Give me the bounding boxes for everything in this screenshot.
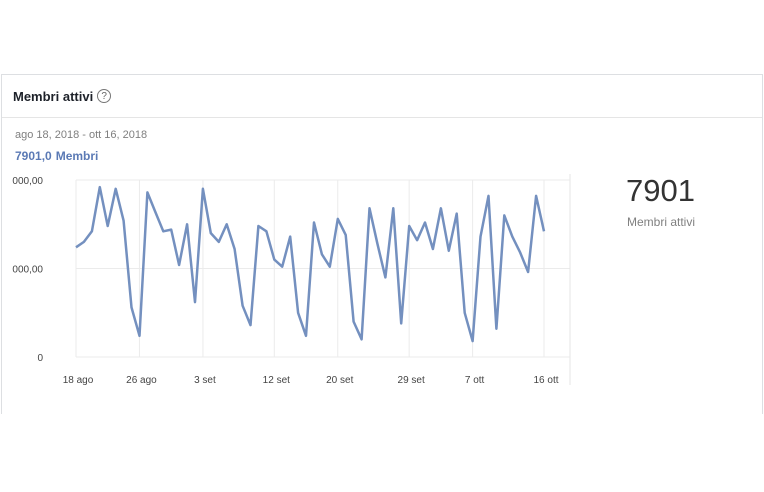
data-point	[91, 230, 93, 232]
x-tick-label: 26 ago	[126, 375, 157, 386]
question-circle-icon[interactable]: ?	[97, 89, 112, 103]
x-tick-label: 12 set	[263, 375, 290, 386]
data-point	[511, 236, 513, 238]
data-point	[440, 207, 442, 209]
data-point	[376, 243, 378, 245]
data-point	[384, 276, 386, 278]
data-point	[210, 232, 212, 234]
data-point	[162, 230, 164, 232]
data-point	[543, 230, 545, 232]
data-point	[115, 188, 117, 190]
data-point	[408, 225, 410, 227]
data-point	[265, 230, 267, 232]
data-point	[273, 259, 275, 261]
data-point	[281, 266, 283, 268]
data-point	[519, 252, 521, 254]
data-point	[123, 220, 125, 222]
data-point	[527, 271, 529, 273]
data-point	[242, 305, 244, 307]
data-point	[305, 335, 307, 337]
data-point	[424, 221, 426, 223]
data-point	[368, 207, 370, 209]
data-point	[337, 218, 339, 220]
metric-legend[interactable]: 7901,0 Membri	[15, 149, 98, 163]
y-tick-label: 000,00	[12, 265, 43, 276]
data-point	[345, 234, 347, 236]
data-point	[202, 188, 204, 190]
data-point	[448, 250, 450, 252]
summary-value: 7901	[626, 173, 695, 208]
data-point	[107, 225, 109, 227]
data-point	[226, 223, 228, 225]
metric-value: 7901,0	[15, 149, 52, 163]
card-title: Membri attivi	[13, 88, 94, 104]
data-point	[178, 264, 180, 266]
metric-name: Membri	[55, 149, 99, 163]
date-range: ago 18, 2018 - ott 16, 2018	[15, 129, 148, 141]
data-point	[472, 340, 474, 342]
data-point	[487, 195, 489, 197]
data-point	[154, 211, 156, 213]
data-point	[400, 322, 402, 324]
summary-label: Membri attivi	[627, 215, 696, 229]
data-point	[75, 246, 77, 248]
y-tick-label: 000,00	[12, 176, 43, 187]
x-tick-label: 3 set	[194, 375, 216, 386]
data-point	[495, 328, 497, 330]
data-point	[194, 301, 196, 303]
data-point	[297, 312, 299, 314]
data-point	[329, 266, 331, 268]
series-line	[75, 185, 546, 343]
data-point	[456, 213, 458, 215]
x-tick-label: 7 ott	[465, 375, 485, 386]
data-point	[234, 248, 236, 250]
data-point	[218, 241, 220, 243]
data-point	[83, 241, 85, 243]
data-point	[250, 324, 252, 326]
data-point	[503, 214, 505, 216]
data-point	[353, 321, 355, 323]
data-point	[131, 306, 133, 308]
data-point	[257, 225, 259, 227]
data-point	[480, 236, 482, 238]
data-point	[321, 253, 323, 255]
data-point	[138, 335, 140, 337]
data-point	[361, 338, 363, 340]
data-point	[313, 221, 315, 223]
data-point	[170, 229, 172, 231]
data-point	[289, 236, 291, 238]
data-point	[535, 195, 537, 197]
data-point	[99, 186, 101, 188]
data-point	[432, 248, 434, 250]
x-tick-label: 18 ago	[63, 375, 94, 386]
x-tick-label: 29 set	[398, 375, 425, 386]
data-point	[186, 223, 188, 225]
data-point	[464, 312, 466, 314]
data-point	[392, 207, 394, 209]
data-point	[146, 191, 148, 193]
card-header: Membri attivi ?	[2, 75, 762, 118]
x-tick-label: 20 set	[326, 375, 353, 386]
x-tick-label: 16 ott	[533, 375, 558, 386]
data-point	[416, 239, 418, 241]
y-tick-label: 0	[37, 353, 43, 364]
